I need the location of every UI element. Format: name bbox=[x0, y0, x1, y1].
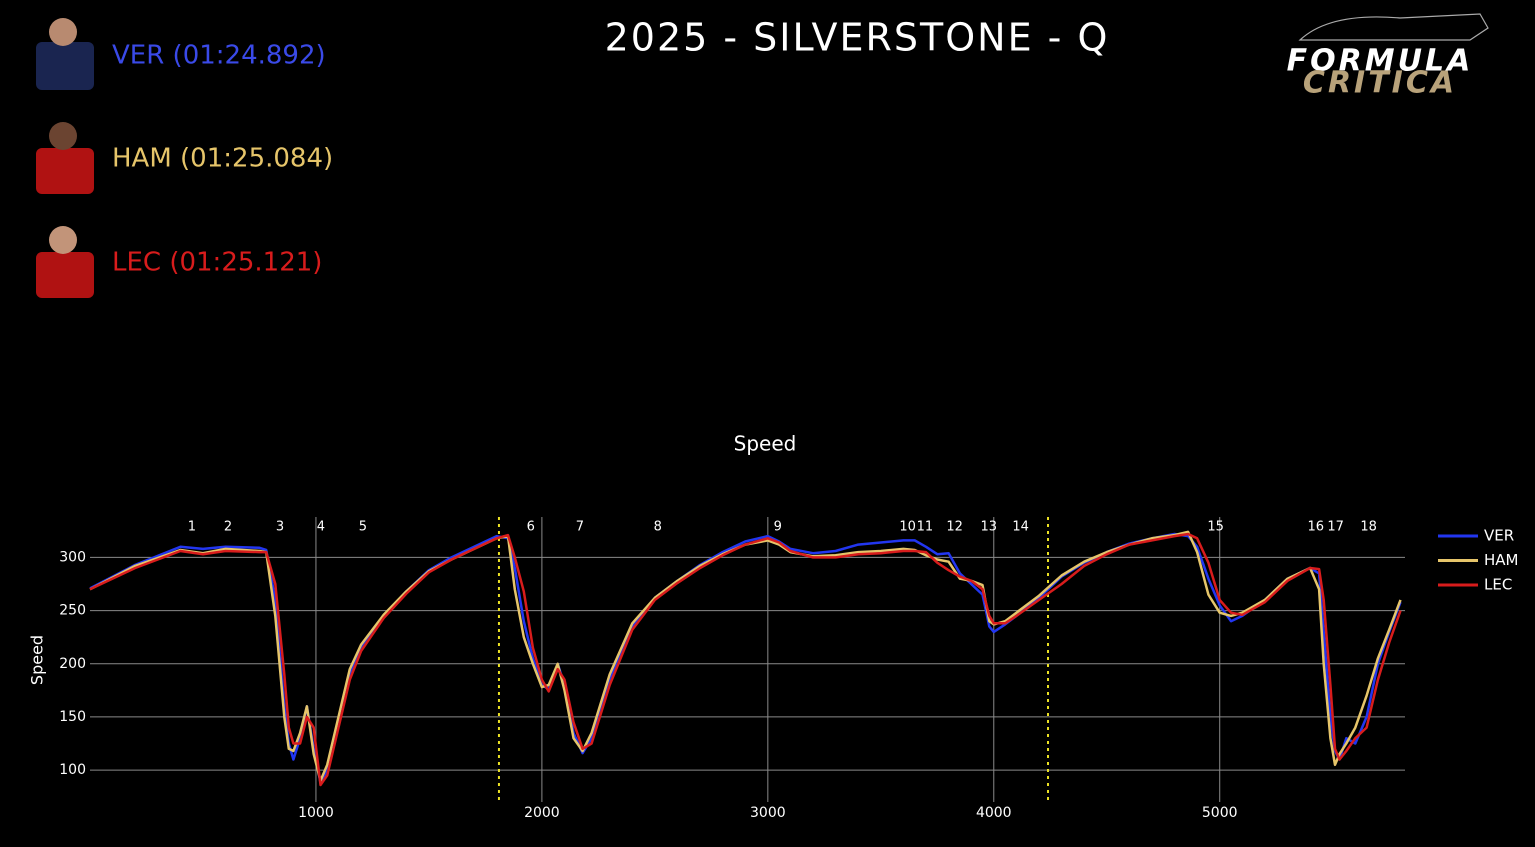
y-tick-label: 200 bbox=[59, 656, 86, 672]
corner-label: 17 bbox=[1327, 520, 1344, 535]
x-tick-label: 5000 bbox=[1202, 805, 1238, 821]
corner-label: 10 bbox=[899, 520, 916, 535]
x-tick-label: 1000 bbox=[298, 805, 334, 821]
y-axis-label: Speed bbox=[28, 635, 47, 685]
corner-label: 16 bbox=[1307, 520, 1324, 535]
y-tick-label: 100 bbox=[59, 762, 86, 778]
driver-label: VER (01:24.892) bbox=[112, 41, 326, 71]
corner-label: 12 bbox=[946, 520, 963, 535]
y-tick-label: 150 bbox=[59, 709, 86, 725]
corner-label: 5 bbox=[359, 520, 367, 535]
corner-label: 2 bbox=[224, 520, 232, 535]
y-tick-label: 250 bbox=[59, 603, 86, 619]
chart-title: Speed bbox=[734, 432, 797, 456]
corner-label: 18 bbox=[1360, 520, 1377, 535]
logo-text: CRITICA bbox=[1303, 66, 1457, 101]
series-line bbox=[89, 530, 1402, 782]
driver-photo bbox=[36, 18, 94, 90]
corner-label: 8 bbox=[654, 520, 662, 535]
corner-label: 1 bbox=[188, 520, 196, 535]
logo-text: FORMULA bbox=[1287, 44, 1474, 79]
legend-label: LEC bbox=[1484, 576, 1512, 594]
corner-label: 3 bbox=[276, 520, 284, 535]
x-tick-label: 2000 bbox=[524, 805, 560, 821]
corner-label: 11 bbox=[917, 520, 934, 535]
legend-label: HAM bbox=[1484, 551, 1518, 569]
x-tick-label: 4000 bbox=[976, 805, 1012, 821]
driver-label: HAM (01:25.084) bbox=[112, 144, 333, 174]
driver-photo bbox=[36, 122, 94, 194]
corner-label: 13 bbox=[981, 520, 998, 535]
driver-label: LEC (01:25.121) bbox=[112, 248, 322, 278]
corner-label: 14 bbox=[1012, 520, 1029, 535]
driver-photo bbox=[36, 226, 94, 298]
x-tick-label: 3000 bbox=[750, 805, 786, 821]
corner-label: 4 bbox=[317, 520, 325, 535]
page-title: 2025 - SILVERSTONE - Q bbox=[605, 16, 1110, 60]
corner-label: 6 bbox=[527, 520, 535, 535]
series-line bbox=[89, 532, 1402, 787]
corner-label: 15 bbox=[1207, 520, 1224, 535]
logo-car bbox=[1298, 13, 1489, 41]
y-tick-label: 300 bbox=[59, 549, 86, 565]
corner-label: 7 bbox=[576, 520, 584, 535]
legend-label: VER bbox=[1484, 527, 1514, 545]
corner-label: 9 bbox=[774, 520, 782, 535]
